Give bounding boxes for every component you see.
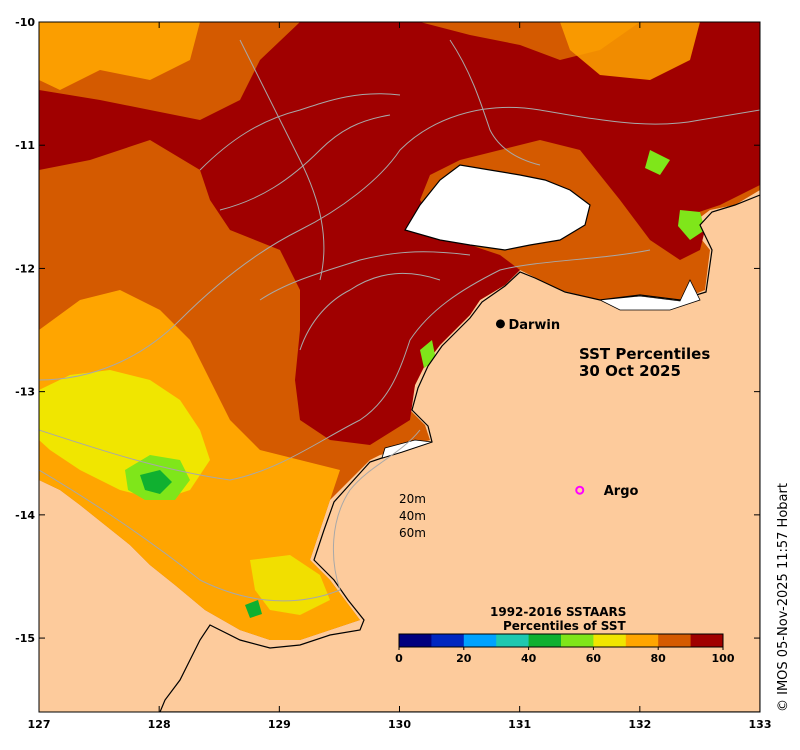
contour-40m xyxy=(39,249,651,481)
y-tick-label: -14 xyxy=(15,509,35,522)
map-title-line2: 30 Oct 2025 xyxy=(579,362,681,380)
place-label: Darwin xyxy=(508,318,560,333)
colorbar-tick-label: 80 xyxy=(651,652,667,665)
colorbar-swatch xyxy=(496,634,530,647)
contour-ridge-5 xyxy=(239,39,325,281)
sst-band-40-50 xyxy=(140,470,172,494)
x-tick-label: 131 xyxy=(508,718,531,731)
colorbar-tick-label: 0 xyxy=(395,652,403,665)
colorbar-tick-label: 40 xyxy=(521,652,537,665)
y-tick-label: -15 xyxy=(15,632,35,645)
credit-text: © IMOS 05-Nov-2025 11:57 Hobart xyxy=(776,483,791,712)
colorbar-title-line2: Percentiles of SST xyxy=(503,619,626,633)
colorbar-title-line1: 1992-2016 SSTAARS xyxy=(490,605,626,619)
x-tick-label: 132 xyxy=(628,718,651,731)
colorbar-swatch xyxy=(431,634,465,647)
colorbar-tick-label: 60 xyxy=(586,652,602,665)
white-coastal-strip xyxy=(598,279,701,311)
y-axis: -10 -11 -12 -13 -14 -15 xyxy=(15,16,760,645)
colorbar-swatches xyxy=(399,634,724,647)
melville-island xyxy=(404,164,591,251)
depth-legend: 20m 40m 60m xyxy=(399,492,426,540)
colorbar-swatch xyxy=(625,634,659,647)
colorbar-outline xyxy=(398,633,724,648)
colorbar-swatch xyxy=(561,634,594,647)
depth-label-60m: 60m xyxy=(399,526,426,540)
sst-field xyxy=(39,22,760,640)
colorbar-swatch xyxy=(593,634,627,647)
map-title-line1: SST Percentiles xyxy=(579,345,710,363)
colorbar: 1992-2016 SSTAARS Percentiles of SST 0 20… xyxy=(395,605,735,665)
x-axis: 127 128 129 130 131 132 133 xyxy=(28,22,772,731)
colorbar-swatch xyxy=(690,634,724,647)
x-tick-label: 129 xyxy=(268,718,291,731)
darwin-marker xyxy=(495,319,505,329)
colorbar-swatch xyxy=(528,634,562,647)
x-tick-label: 133 xyxy=(749,718,772,731)
colorbar-tick-label: 20 xyxy=(456,652,472,665)
contour-ridge-1 xyxy=(199,93,401,171)
place-markers: Darwin Argo xyxy=(495,318,639,499)
depth-label-40m: 40m xyxy=(399,509,426,523)
contour-20m xyxy=(39,429,421,602)
y-tick-label: -12 xyxy=(15,262,35,275)
contour-ridge-6 xyxy=(449,39,541,166)
contour-ridge-2 xyxy=(219,114,391,211)
colorbar-ticks: 0 20 40 60 80 100 xyxy=(395,647,735,665)
x-tick-label: 128 xyxy=(148,718,171,731)
x-tick-label: 130 xyxy=(388,718,411,731)
sst-coastal-green-1 xyxy=(645,150,670,175)
y-tick-label: -11 xyxy=(15,139,35,152)
place-label: Argo xyxy=(604,484,639,499)
x-tick-label: 127 xyxy=(28,718,51,731)
sst-band-70-80-east xyxy=(560,22,700,80)
sst-coastal-green-4 xyxy=(245,600,262,618)
argo-marker xyxy=(575,485,585,495)
colorbar-swatch xyxy=(463,634,497,647)
sst-band-90-100 xyxy=(39,22,760,445)
depth-label-20m: 20m xyxy=(399,492,426,506)
colorbar-swatch xyxy=(399,634,432,647)
coastline xyxy=(159,164,760,712)
colorbar-swatch xyxy=(658,634,692,647)
bathymetry-contours xyxy=(39,39,760,602)
sst-band-90-100-core xyxy=(305,250,500,430)
y-tick-label: -10 xyxy=(15,16,35,29)
sst-band-70-80-north xyxy=(39,22,200,90)
contour-ridge-4 xyxy=(299,272,441,351)
colorbar-tick-label: 100 xyxy=(712,652,735,665)
contour-60m xyxy=(39,106,760,381)
contour-ridge-3 xyxy=(259,251,471,301)
y-tick-label: -13 xyxy=(15,386,35,399)
sst-coastal-green-2 xyxy=(678,210,705,240)
